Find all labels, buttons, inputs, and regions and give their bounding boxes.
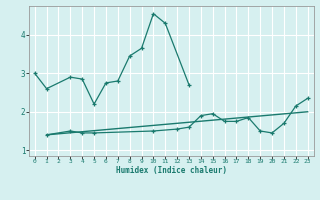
X-axis label: Humidex (Indice chaleur): Humidex (Indice chaleur) [116, 166, 227, 175]
